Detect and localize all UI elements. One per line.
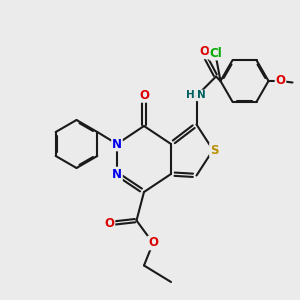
Text: O: O	[148, 236, 158, 250]
Text: O: O	[104, 217, 115, 230]
Text: O: O	[275, 74, 286, 88]
Text: H: H	[186, 90, 195, 100]
Text: S: S	[210, 143, 218, 157]
Text: N: N	[112, 167, 122, 181]
Text: O: O	[199, 45, 209, 58]
Text: N: N	[112, 137, 122, 151]
Text: N: N	[196, 90, 206, 100]
Text: O: O	[139, 89, 149, 102]
Text: Cl: Cl	[210, 46, 222, 60]
